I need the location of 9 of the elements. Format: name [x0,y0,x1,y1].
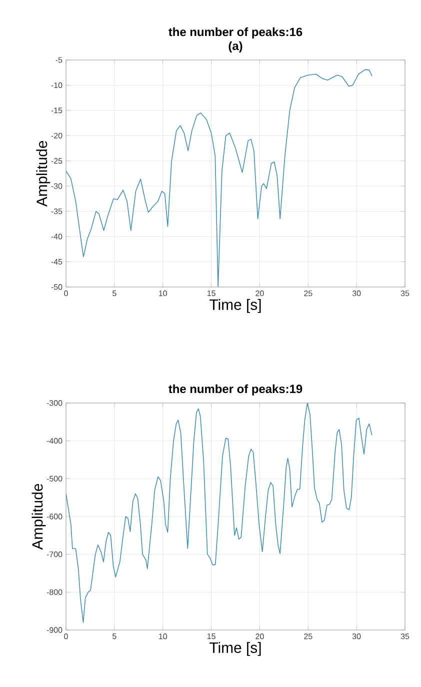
line-series [66,69,372,287]
x-axis-title: Time [s] [210,642,261,656]
x-axis-title: Time [s] [210,298,261,313]
chart-title: the number of peaks:19 [168,384,302,396]
chart-subtitle: (a) [228,41,242,52]
chart-title: the number of peaks:16 [168,27,302,39]
y-axis-title: Amplitude [32,484,46,550]
y-axis-title: Amplitude [36,140,50,207]
line-series [66,402,372,623]
